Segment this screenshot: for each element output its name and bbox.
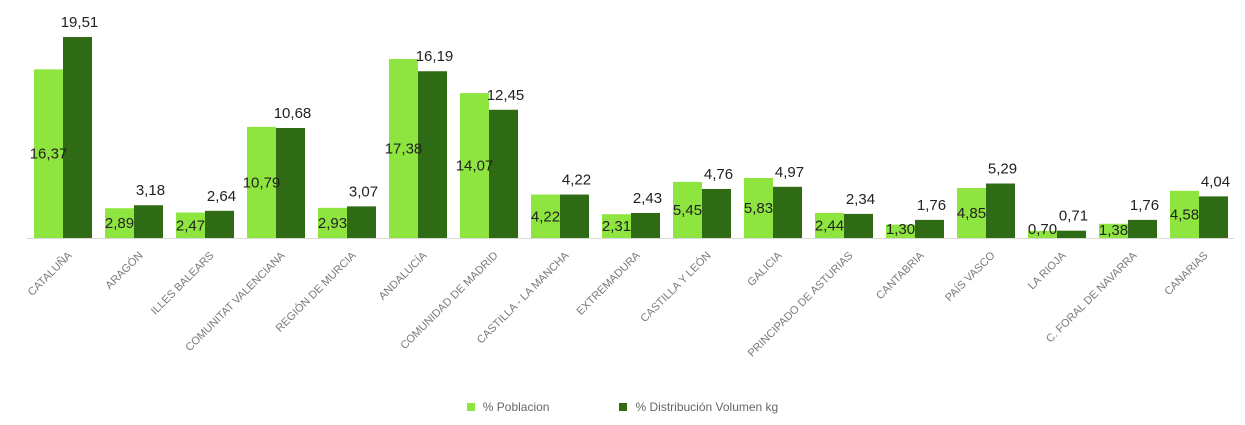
data-label-poblacion: 17,38 bbox=[385, 140, 423, 157]
bar-poblacion bbox=[34, 69, 63, 238]
data-label-volumen: 4,22 bbox=[562, 172, 591, 189]
category-label: PAÍS VASCO bbox=[942, 249, 997, 304]
legend-label-poblacion: % Poblacion bbox=[482, 400, 550, 414]
data-label-volumen: 2,43 bbox=[633, 190, 662, 207]
bar-poblacion bbox=[1028, 230, 1057, 238]
data-label-poblacion: 14,07 bbox=[456, 158, 494, 175]
data-label-volumen: 19,51 bbox=[61, 14, 99, 31]
data-label-poblacion: 2,44 bbox=[815, 217, 844, 234]
category-label: CATALUÑA bbox=[25, 248, 75, 298]
data-label-poblacion: 2,93 bbox=[318, 215, 347, 232]
bar-volumen bbox=[560, 194, 589, 238]
bar-poblacion bbox=[602, 214, 631, 238]
data-label-volumen: 4,97 bbox=[775, 164, 804, 181]
legend-swatch-volumen bbox=[619, 403, 628, 411]
bar-poblacion bbox=[176, 212, 205, 238]
data-label-poblacion: 4,22 bbox=[531, 208, 560, 225]
bar-volumen bbox=[844, 213, 873, 238]
bar-volumen bbox=[915, 219, 944, 238]
bar-volumen bbox=[773, 186, 802, 238]
data-label-volumen: 1,76 bbox=[917, 197, 946, 214]
data-label-poblacion: 0,70 bbox=[1028, 221, 1057, 238]
category-label: ANDALUCÍA bbox=[376, 248, 430, 302]
data-label-poblacion: 16,37 bbox=[30, 146, 68, 163]
data-label-poblacion: 4,85 bbox=[957, 205, 986, 222]
data-label-poblacion: 1,30 bbox=[886, 221, 915, 238]
bar-poblacion bbox=[318, 207, 347, 238]
bar-poblacion bbox=[531, 194, 560, 238]
category-label: ILLES BALEARS bbox=[149, 250, 217, 318]
bar-poblacion bbox=[105, 208, 134, 238]
legend-swatch-poblacion bbox=[466, 403, 475, 411]
bar-volumen bbox=[702, 188, 731, 238]
bar-volumen bbox=[1057, 230, 1086, 238]
category-label: REGIÓN DE MURCIA bbox=[273, 248, 359, 334]
bar-poblacion bbox=[1170, 190, 1199, 238]
bar-poblacion bbox=[460, 93, 489, 238]
bar-poblacion bbox=[1099, 223, 1128, 238]
data-label-poblacion: 1,38 bbox=[1099, 222, 1128, 239]
bar-volumen bbox=[205, 210, 234, 238]
data-label-volumen: 12,45 bbox=[487, 87, 525, 104]
data-label-volumen: 3,18 bbox=[136, 182, 165, 199]
data-label-volumen: 2,34 bbox=[846, 191, 875, 208]
data-label-poblacion: 2,31 bbox=[602, 218, 631, 235]
bar-volumen bbox=[134, 205, 163, 238]
bar-volumen bbox=[347, 206, 376, 238]
bar-volumen bbox=[276, 127, 305, 238]
category-label: CANTABRIA bbox=[874, 249, 927, 302]
bar-volumen bbox=[418, 71, 447, 238]
data-label-poblacion: 5,45 bbox=[673, 202, 702, 219]
legend-label-volumen: % Distribución Volumen kg bbox=[635, 400, 779, 414]
bar-poblacion bbox=[815, 212, 844, 238]
bar-volumen bbox=[986, 183, 1015, 238]
data-label-poblacion: 4,58 bbox=[1170, 206, 1199, 223]
bar-poblacion bbox=[957, 188, 986, 238]
bar-poblacion bbox=[886, 224, 915, 238]
bar-volumen bbox=[63, 37, 92, 239]
data-label-volumen: 0,71 bbox=[1059, 208, 1088, 225]
category-label: CASTILLA Y LEÓN bbox=[638, 249, 714, 325]
category-label: EXTREMADURA bbox=[574, 249, 643, 318]
data-label-poblacion: 5,83 bbox=[744, 200, 773, 217]
data-label-volumen: 5,29 bbox=[988, 161, 1017, 178]
bar-poblacion bbox=[247, 126, 276, 238]
data-label-volumen: 16,19 bbox=[416, 48, 454, 65]
legend: % Poblacion % Distribución Volumen kg bbox=[0, 400, 1245, 414]
category-label: LA RIOJA bbox=[1026, 249, 1069, 292]
data-label-volumen: 4,04 bbox=[1201, 173, 1230, 190]
bar-volumen bbox=[1128, 219, 1157, 238]
category-label: ARAGÓN bbox=[103, 249, 146, 292]
data-label-volumen: 4,76 bbox=[704, 166, 733, 183]
data-label-poblacion: 10,79 bbox=[243, 174, 281, 191]
data-label-poblacion: 2,89 bbox=[105, 215, 134, 232]
legend-item-poblacion: % Poblacion bbox=[466, 400, 550, 414]
data-label-volumen: 3,07 bbox=[349, 183, 378, 200]
bar-volumen bbox=[1199, 196, 1228, 238]
bar-poblacion bbox=[744, 177, 773, 238]
bar-poblacion bbox=[389, 58, 418, 239]
bar-chart: 16,37 19,51 CATALUÑA 2,893,18 ARAGÓN 2,472,64… bbox=[25, 14, 1234, 360]
data-label-volumen: 10,68 bbox=[274, 105, 312, 122]
data-label-volumen: 1,76 bbox=[1130, 197, 1159, 214]
bar-volumen bbox=[489, 109, 518, 238]
legend-item-volumen: % Distribución Volumen kg bbox=[619, 400, 778, 414]
data-label-poblacion: 2,47 bbox=[176, 217, 205, 234]
data-label-volumen: 2,64 bbox=[207, 188, 236, 205]
bar-volumen bbox=[631, 212, 660, 238]
category-label: GALICIA bbox=[745, 249, 785, 289]
bar-poblacion bbox=[673, 181, 702, 238]
category-label: CANARIAS bbox=[1162, 250, 1210, 298]
